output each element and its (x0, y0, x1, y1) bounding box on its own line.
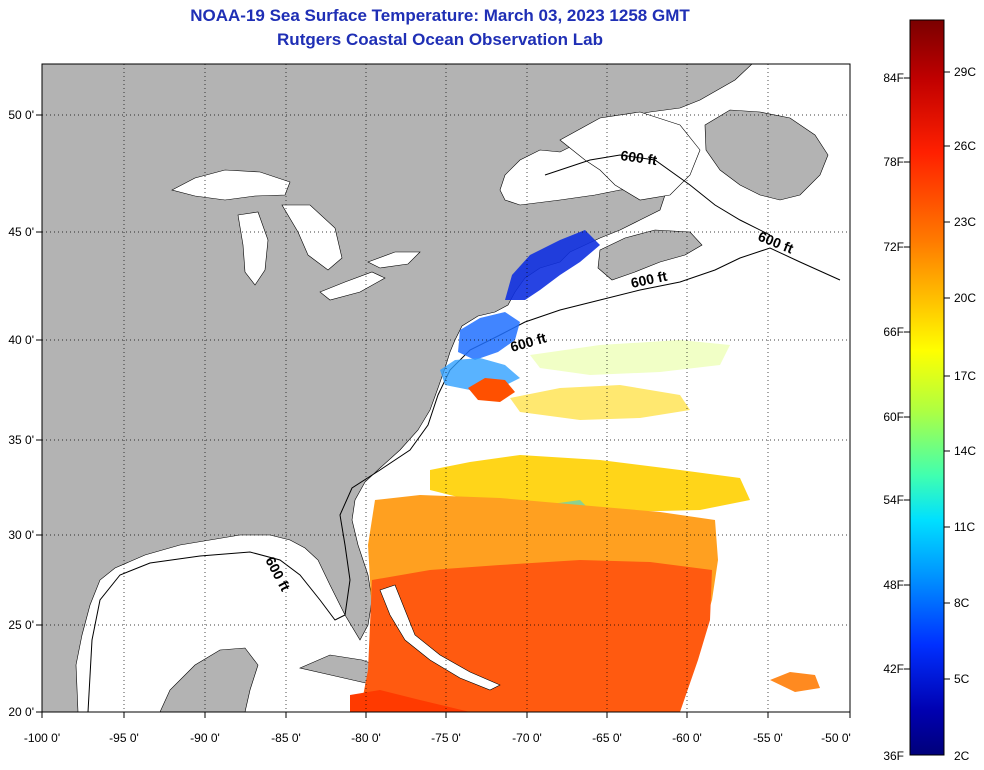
lake-michigan-huron (237, 204, 343, 286)
lon-label: -70 0' (512, 731, 542, 745)
colorbar-c-label: 14C (954, 444, 976, 458)
lon-label: -95 0' (109, 731, 139, 745)
lake-erie-ontario (319, 251, 421, 301)
lat-label: 20 0' (8, 705, 34, 719)
colorbar-c-label: 20C (954, 291, 976, 305)
isobath-label: 600 ft (629, 268, 668, 291)
lon-label: -90 0' (190, 731, 220, 745)
lake-superior (171, 169, 291, 201)
colorbar-c-label: 5C (954, 672, 970, 686)
lat-label: 50 0' (8, 108, 34, 122)
colorbar-c-label: 11C (954, 520, 975, 534)
colorbar-c-label: 8C (954, 596, 970, 610)
colorbar-f-label: 60F (883, 410, 904, 424)
colorbar-c-label: 2C (954, 749, 970, 763)
colorbar-f-label: 84F (883, 71, 904, 85)
isobath-label: 600 ft (620, 147, 659, 168)
colorbar-c-label: 23C (954, 215, 976, 229)
colorbar-c-label: 26C (954, 139, 976, 153)
map-subtitle: Rutgers Coastal Ocean Observation Lab (277, 30, 603, 49)
newfoundland-land (704, 109, 829, 201)
colorbar-f-label: 54F (883, 493, 904, 507)
isobath-600ft-north (544, 154, 771, 236)
colorbar-f-label: 42F (883, 662, 904, 676)
sst-tropical-hot (360, 560, 712, 712)
isobath-600ft (87, 247, 841, 712)
sst-band-36n (510, 385, 690, 420)
sst-caribbean-hot (350, 690, 470, 712)
map-title: NOAA-19 Sea Surface Temperature: March 0… (190, 6, 690, 25)
colorbar-c-label: 29C (954, 65, 976, 79)
colorbar (909, 19, 945, 756)
sst-cold-gulf-of-maine (505, 230, 600, 300)
lon-label: -100 0' (24, 731, 60, 745)
lat-label: 40 0' (8, 333, 34, 347)
colorbar-f-label: 36F (883, 749, 904, 763)
colorbar-f-label: 48F (883, 578, 904, 592)
sst-blob-east (770, 672, 820, 692)
sst-cold-new-england-shelf (458, 312, 520, 360)
axis-ticks (36, 114, 851, 718)
colorbar-f-label: 78F (883, 155, 904, 169)
sst-band-32n (430, 455, 750, 512)
graticule (42, 64, 850, 712)
yucatan-land (159, 647, 259, 712)
sst-gulf-stream-eddy (468, 378, 515, 402)
bahamas-islands (379, 584, 501, 691)
colorbar-c-label: 17C (954, 369, 976, 383)
lon-label: -80 0' (351, 731, 381, 745)
sst-band-38n (530, 340, 730, 375)
colorbar-f-label: 72F (883, 240, 904, 254)
lat-label: 30 0' (8, 528, 34, 542)
lat-label: 25 0' (8, 618, 34, 632)
lon-label: -60 0' (672, 731, 702, 745)
lon-label: -85 0' (271, 731, 301, 745)
lat-label: 45 0' (8, 225, 34, 239)
lon-label: -65 0' (592, 731, 622, 745)
lon-label: -55 0' (753, 731, 783, 745)
lat-label: 35 0' (8, 433, 34, 447)
lon-label: -75 0' (431, 731, 461, 745)
lon-label: -50 0' (821, 731, 851, 745)
colorbar-f-label: 66F (883, 325, 904, 339)
colorbar-ticks (904, 71, 950, 680)
